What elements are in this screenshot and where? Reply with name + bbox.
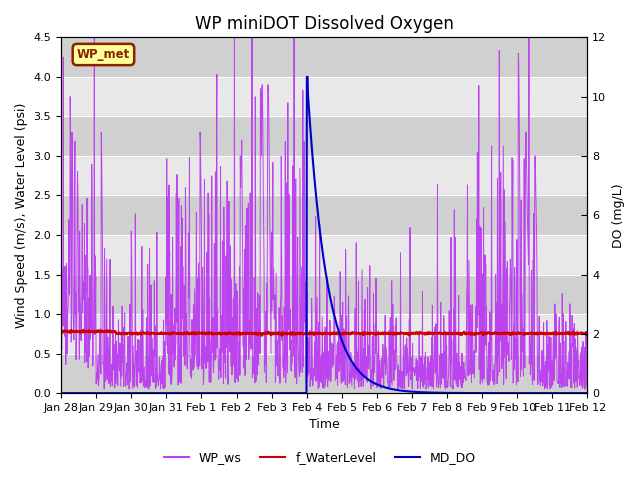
Bar	[61, 116, 588, 156]
Text: WP_met: WP_met	[77, 48, 130, 61]
Y-axis label: Wind Speed (m/s), Water Level (psi): Wind Speed (m/s), Water Level (psi)	[15, 103, 28, 328]
Bar	[61, 37, 588, 77]
Bar	[61, 275, 588, 314]
Bar	[61, 354, 588, 393]
Legend: WP_ws, f_WaterLevel, MD_DO: WP_ws, f_WaterLevel, MD_DO	[159, 446, 481, 469]
Bar	[61, 195, 588, 235]
Y-axis label: DO (mg/L): DO (mg/L)	[612, 183, 625, 248]
X-axis label: Time: Time	[309, 419, 340, 432]
Title: WP miniDOT Dissolved Oxygen: WP miniDOT Dissolved Oxygen	[195, 15, 454, 33]
